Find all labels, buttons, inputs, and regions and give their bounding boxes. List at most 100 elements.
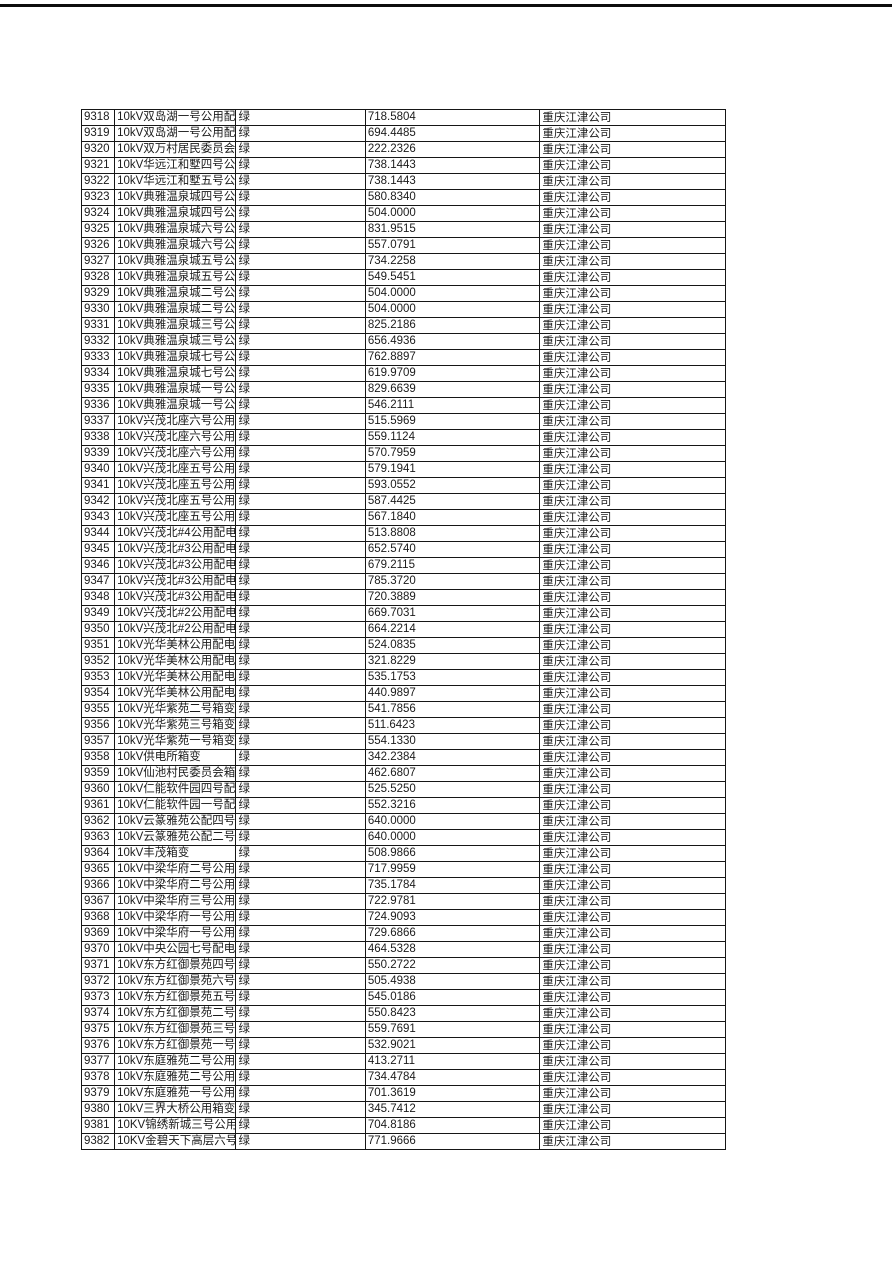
cell-row-id: 9372: [80, 973, 116, 990]
data-table: 9318 10kV双岛湖一号公用配电 绿 718.5804 重庆江津公司 931…: [80, 109, 726, 1150]
cell-company: 重庆江津公司: [539, 461, 726, 478]
cell-device-name: 10kV东方红御景苑一号配: [114, 1037, 237, 1054]
table-row: 9319 10kV双岛湖一号公用配电 绿 694.4485 重庆江津公司: [80, 125, 726, 142]
cell-device-name: 10kV典雅温泉城三号公配: [114, 317, 237, 334]
cell-company: 重庆江津公司: [539, 1101, 726, 1118]
cell-device-name: 10kV兴茂北#3公用配电房: [114, 557, 237, 574]
table-row: 9365 10kV中梁华府二号公用配 绿 717.9959 重庆江津公司: [80, 861, 726, 878]
table-row: 9371 10kV东方红御景苑四号配 绿 550.2722 重庆江津公司: [80, 957, 726, 974]
cell-status: 绿: [235, 765, 366, 782]
table-row: 9329 10kV典雅温泉城二号公用 绿 504.0000 重庆江津公司: [80, 285, 726, 302]
cell-company: 重庆江津公司: [539, 1117, 726, 1134]
cell-value: 508.9866: [364, 845, 541, 862]
cell-value: 669.7031: [364, 605, 541, 622]
table-row: 9332 10kV典雅温泉城三号公配 绿 656.4936 重庆江津公司: [80, 333, 726, 350]
table-row: 9373 10kV东方红御景苑五号配 绿 545.0186 重庆江津公司: [80, 989, 726, 1006]
cell-value: 640.0000: [364, 829, 541, 846]
cell-value: 559.1124: [364, 429, 541, 446]
cell-status: 绿: [235, 109, 366, 126]
cell-value: 559.7691: [364, 1021, 541, 1038]
cell-device-name: 10kV光华紫苑一号箱变: [114, 733, 237, 750]
cell-status: 绿: [235, 797, 366, 814]
cell-row-id: 9376: [80, 1037, 116, 1054]
table-row: 9366 10kV中梁华府二号公用配 绿 735.1784 重庆江津公司: [80, 877, 726, 894]
cell-status: 绿: [235, 685, 366, 702]
table-row: 9363 10kV云篆雅苑公配二号变 绿 640.0000 重庆江津公司: [80, 829, 726, 846]
cell-row-id: 9327: [80, 253, 116, 270]
table-row: 9339 10kV兴茂北座六号公用配 绿 570.7959 重庆江津公司: [80, 445, 726, 462]
cell-status: 绿: [235, 733, 366, 750]
cell-row-id: 9375: [80, 1021, 116, 1038]
cell-status: 绿: [235, 397, 366, 414]
cell-status: 绿: [235, 253, 366, 270]
cell-company: 重庆江津公司: [539, 493, 726, 510]
table-row: 9353 10kV光华美林公用配电房 绿 535.1753 重庆江津公司: [80, 669, 726, 686]
cell-row-id: 9342: [80, 493, 116, 510]
cell-row-id: 9320: [80, 141, 116, 158]
cell-status: 绿: [235, 125, 366, 142]
cell-value: 722.9781: [364, 893, 541, 910]
cell-value: 587.4425: [364, 493, 541, 510]
cell-status: 绿: [235, 1117, 366, 1134]
table-row: 9320 10kV双万村居民委员会箱 绿 222.2326 重庆江津公司: [80, 141, 726, 158]
cell-company: 重庆江津公司: [539, 1037, 726, 1054]
cell-row-id: 9349: [80, 605, 116, 622]
cell-device-name: 10kV华远江和墅五号公用: [114, 173, 237, 190]
table-row: 9355 10kV光华紫苑二号箱变 绿 541.7856 重庆江津公司: [80, 701, 726, 718]
table-row: 9377 10kV东庭雅苑二号公用配 绿 413.2711 重庆江津公司: [80, 1053, 726, 1070]
cell-value: 342.2384: [364, 749, 541, 766]
cell-row-id: 9382: [80, 1133, 116, 1150]
cell-status: 绿: [235, 589, 366, 606]
cell-device-name: 10kV兴茂北#3公用配电房: [114, 589, 237, 606]
cell-status: 绿: [235, 285, 366, 302]
cell-company: 重庆江津公司: [539, 557, 726, 574]
table-row: 9324 10kV典雅温泉城四号公用 绿 504.0000 重庆江津公司: [80, 205, 726, 222]
table-row: 9328 10kV典雅温泉城五号公配 绿 549.5451 重庆江津公司: [80, 269, 726, 286]
cell-company: 重庆江津公司: [539, 381, 726, 398]
cell-value: 738.1443: [364, 157, 541, 174]
table-row: 9357 10kV光华紫苑一号箱变 绿 554.1330 重庆江津公司: [80, 733, 726, 750]
table-row: 9356 10kV光华紫苑三号箱变 绿 511.6423 重庆江津公司: [80, 717, 726, 734]
cell-row-id: 9337: [80, 413, 116, 430]
cell-device-name: 10kV东庭雅苑二号公用配: [114, 1069, 237, 1086]
cell-device-name: 10kV光华紫苑三号箱变: [114, 717, 237, 734]
cell-device-name: 10kV典雅温泉城三号公配: [114, 333, 237, 350]
cell-company: 重庆江津公司: [539, 749, 726, 766]
cell-device-name: 10kV仁能软件园一号配一: [114, 797, 237, 814]
cell-row-id: 9331: [80, 317, 116, 334]
cell-company: 重庆江津公司: [539, 141, 726, 158]
table-row: 9325 10kV典雅温泉城六号公配 绿 831.9515 重庆江津公司: [80, 221, 726, 238]
cell-status: 绿: [235, 205, 366, 222]
table-row: 9382 10KV金碧天下高层六号公 绿 771.9666 重庆江津公司: [80, 1133, 726, 1150]
table-row: 9323 10kV典雅温泉城四号公用 绿 580.8340 重庆江津公司: [80, 189, 726, 206]
cell-value: 524.0835: [364, 637, 541, 654]
cell-company: 重庆江津公司: [539, 701, 726, 718]
cell-row-id: 9341: [80, 477, 116, 494]
cell-device-name: 10kV供电所箱变: [114, 749, 237, 766]
cell-row-id: 9355: [80, 701, 116, 718]
cell-device-name: 10kV典雅温泉城四号公用: [114, 189, 237, 206]
cell-value: 735.1784: [364, 877, 541, 894]
cell-device-name: 10kV东方红御景苑四号配: [114, 957, 237, 974]
cell-company: 重庆江津公司: [539, 941, 726, 958]
table-row: 9330 10kV典雅温泉城二号公用 绿 504.0000 重庆江津公司: [80, 301, 726, 318]
table-row: 9334 10kV典雅温泉城七号公配 绿 619.9709 重庆江津公司: [80, 365, 726, 382]
cell-device-name: 10kV三界大桥公用箱变: [114, 1101, 237, 1118]
cell-value: 535.1753: [364, 669, 541, 686]
cell-value: 738.1443: [364, 173, 541, 190]
table-row: 9331 10kV典雅温泉城三号公配 绿 825.2186 重庆江津公司: [80, 317, 726, 334]
table-row: 9350 10kV兴茂北#2公用配电房 绿 664.2214 重庆江津公司: [80, 621, 726, 638]
cell-company: 重庆江津公司: [539, 173, 726, 190]
cell-status: 绿: [235, 317, 366, 334]
table-row: 9327 10kV典雅温泉城五号公配 绿 734.2258 重庆江津公司: [80, 253, 726, 270]
cell-row-id: 9380: [80, 1101, 116, 1118]
cell-device-name: 10kV典雅温泉城六号公配: [114, 221, 237, 238]
cell-row-id: 9321: [80, 157, 116, 174]
cell-status: 绿: [235, 845, 366, 862]
table-row: 9378 10kV东庭雅苑二号公用配 绿 734.4784 重庆江津公司: [80, 1069, 726, 1086]
cell-device-name: 10kV典雅温泉城一号公配: [114, 397, 237, 414]
cell-value: 545.0186: [364, 989, 541, 1006]
cell-value: 734.2258: [364, 253, 541, 270]
cell-status: 绿: [235, 141, 366, 158]
cell-device-name: 10kV仁能软件园四号配一: [114, 781, 237, 798]
